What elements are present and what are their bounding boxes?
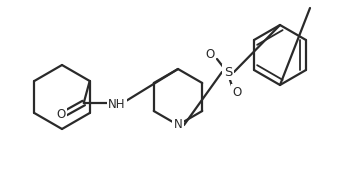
Text: O: O <box>232 85 242 98</box>
Text: N: N <box>174 119 182 132</box>
Text: O: O <box>56 109 65 122</box>
Text: S: S <box>224 66 232 79</box>
Text: NH: NH <box>108 98 125 111</box>
Text: O: O <box>205 48 215 61</box>
